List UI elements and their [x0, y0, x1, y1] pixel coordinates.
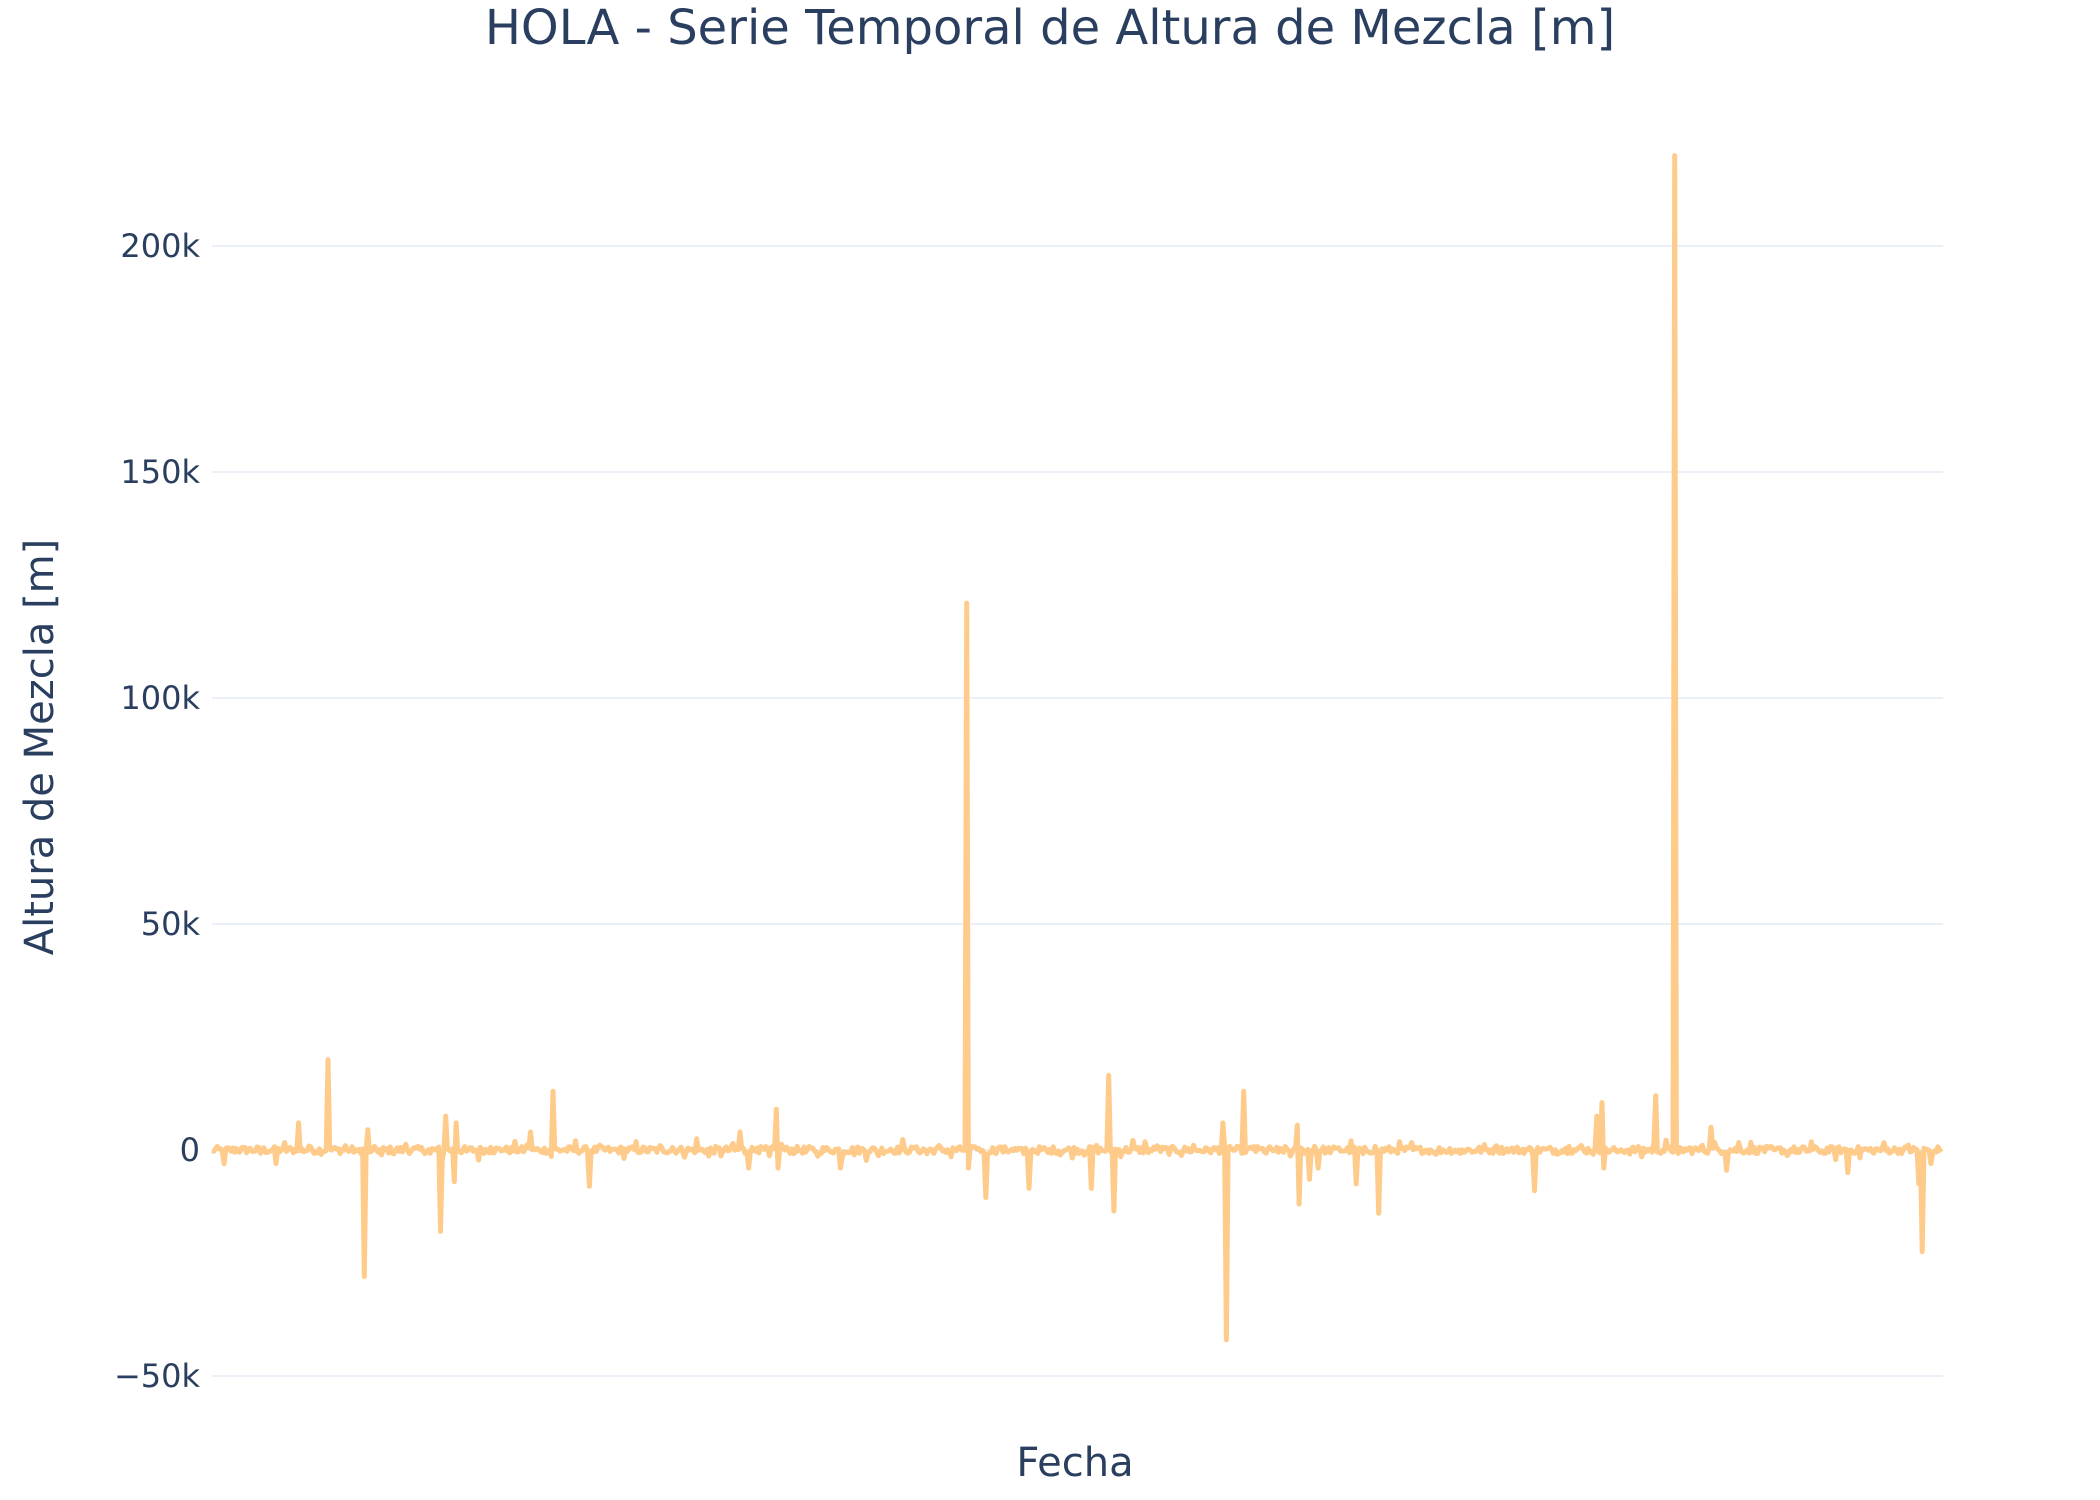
y-axis-label-container: Altura de Mezcla [m]: [0, 0, 80, 1500]
y-tick-label: 100k: [120, 679, 200, 717]
y-tick-label: −50k: [114, 1357, 201, 1395]
chart-title: HOLA - Serie Temporal de Altura de Mezcl…: [484, 0, 1616, 56]
y-tick-label: 0: [180, 1131, 200, 1169]
x-axis-label: Fecha: [1016, 1440, 1134, 1486]
series-layer: [211, 153, 1944, 1343]
grid-lines: [212, 245, 1943, 1377]
y-tick-labels: −50k 0 50k 100k 150k 200k: [114, 227, 201, 1395]
y-tick-label: 150k: [120, 453, 200, 491]
series-line: [211, 153, 1944, 1343]
y-tick-label: 200k: [120, 227, 200, 265]
y-axis-label: Altura de Mezcla [m]: [17, 538, 63, 956]
y-tick-label: 50k: [141, 905, 201, 943]
